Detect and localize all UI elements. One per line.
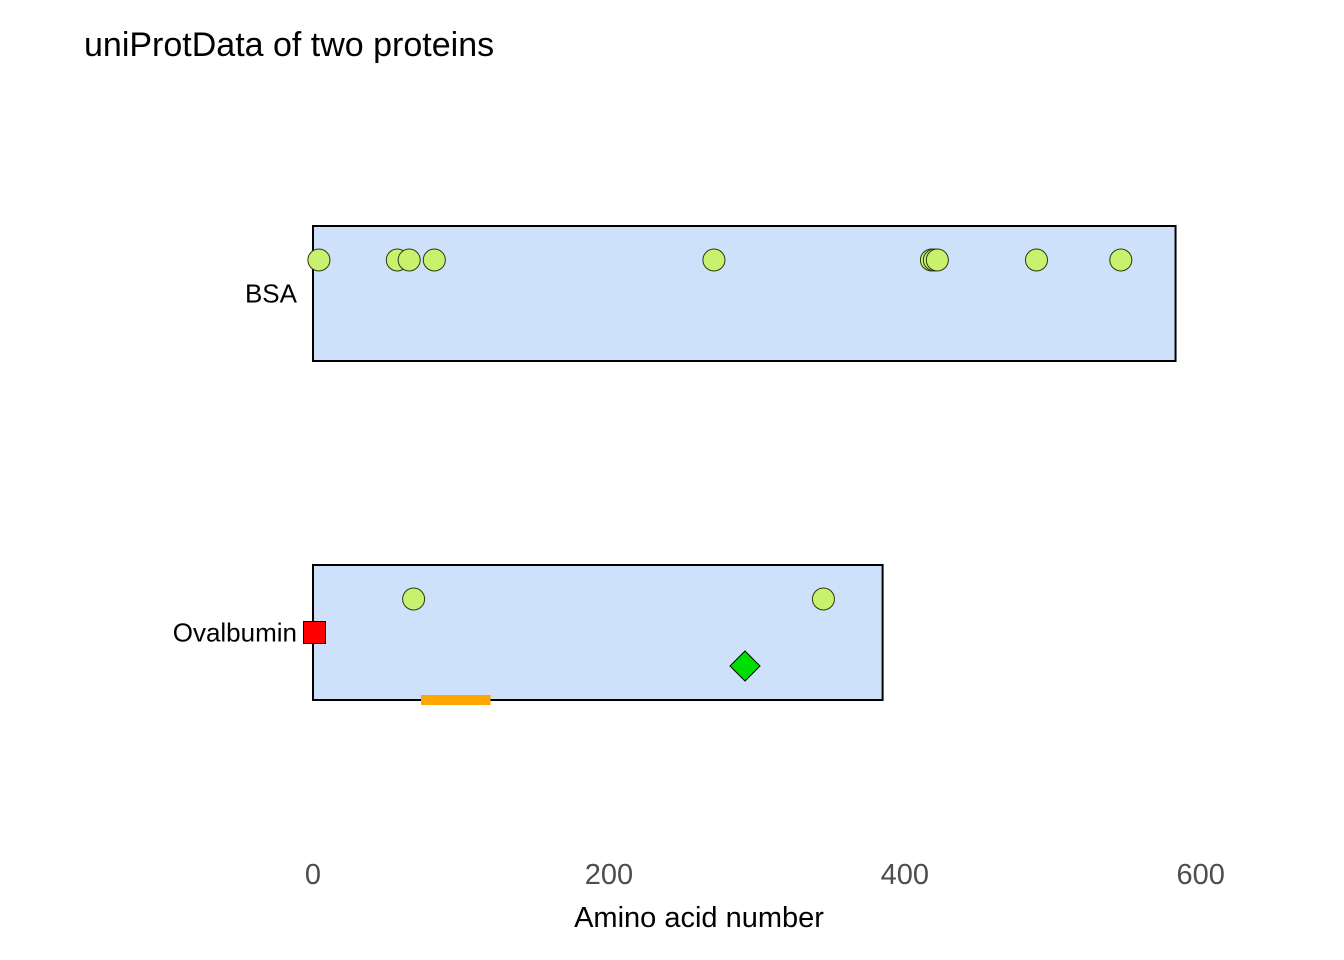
site-marker — [702, 248, 726, 272]
site-marker — [307, 248, 331, 272]
protein-row-ovalbumin: Ovalbumin — [173, 564, 884, 705]
variant-marker — [729, 650, 761, 682]
x-tick-label: 200 — [585, 859, 633, 891]
signal-marker — [302, 621, 326, 644]
protein-label: BSA — [245, 279, 298, 309]
region-bar — [421, 695, 491, 705]
chart-title: uniProtData of two proteins — [84, 26, 494, 64]
chain-box — [312, 225, 1177, 362]
chain-box — [312, 564, 884, 701]
site-marker — [1109, 248, 1133, 272]
x-axis: 0 200 400 600 — [305, 859, 1225, 891]
protein-label: Ovalbumin — [173, 618, 297, 648]
protein-row-bsa: BSA — [245, 225, 1177, 362]
x-tick-label: 400 — [881, 859, 929, 891]
site-marker — [811, 587, 835, 611]
site-marker — [925, 248, 949, 272]
site-marker — [402, 587, 426, 611]
site-marker — [1024, 248, 1048, 272]
plot-area: BSA Ovalbumin — [173, 225, 1177, 705]
site-marker — [397, 248, 421, 272]
x-tick-label: 0 — [305, 859, 321, 891]
x-axis-title: Amino acid number — [574, 902, 824, 934]
x-tick-label: 600 — [1177, 859, 1225, 891]
site-marker — [422, 248, 446, 272]
